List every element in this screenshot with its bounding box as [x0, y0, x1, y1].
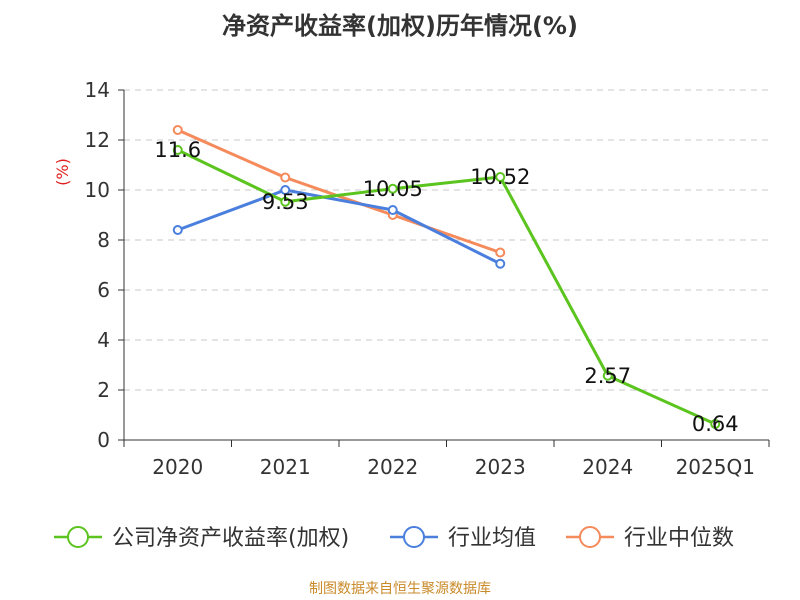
- data-point: [280, 185, 291, 195]
- x-tick-label: 2021: [260, 455, 311, 479]
- data-label: 10.52: [470, 165, 530, 189]
- y-tick-label: 6: [97, 278, 110, 302]
- data-label: 0.64: [692, 412, 739, 436]
- legend-label: 公司净资产收益率(加权): [112, 526, 349, 551]
- data-label: 2.57: [584, 364, 631, 388]
- data-point: [387, 205, 398, 215]
- chart-title: 净资产收益率(加权)历年情况(%): [222, 12, 578, 40]
- data-point: [172, 125, 183, 135]
- series-layer: [172, 125, 721, 429]
- data-labels: 11.6 9.53 10.05 10.52 2.57 0.64: [154, 138, 738, 436]
- source-note: 制图数据来自恒生聚源数据库: [309, 581, 491, 597]
- data-label: 9.53: [262, 190, 309, 214]
- series-line: [177, 148, 716, 426]
- legend-marker-circle: [67, 526, 89, 548]
- legend-label: 行业中位数: [624, 526, 734, 551]
- legend: 公司净资产收益率(加权) 行业均值 行业中位数: [54, 526, 734, 551]
- data-point: [172, 225, 183, 235]
- x-tick-label: 2022: [367, 455, 418, 479]
- series-line: [177, 128, 501, 254]
- x-tick-label: 2023: [475, 455, 526, 479]
- data-point: [495, 258, 506, 269]
- y-tick-label: 8: [97, 228, 110, 252]
- x-tick-label: 2024: [582, 455, 633, 479]
- legend-label: 行业均值: [448, 526, 536, 551]
- y-tick-label: 12: [85, 128, 110, 152]
- y-tick-label: 2: [97, 378, 110, 402]
- series-line: [177, 188, 501, 266]
- data-point: [495, 172, 506, 182]
- legend-marker-circle: [579, 526, 601, 548]
- data-point: [172, 145, 183, 155]
- y-tick-label: 0: [97, 428, 110, 452]
- x-tick-label: 2020: [152, 455, 203, 479]
- grid-lines: [124, 89, 769, 391]
- data-label: 11.6: [154, 138, 201, 162]
- data-label: 10.05: [363, 177, 423, 201]
- y-axis-label: (%): [53, 158, 72, 186]
- y-tick-label: 4: [97, 328, 110, 352]
- y-tick-label: 10: [85, 178, 110, 202]
- y-tick-label: 14: [85, 78, 110, 102]
- data-point: [280, 172, 291, 183]
- data-point: [280, 196, 291, 207]
- axes: 0 2 4 6 8 10 12 14 2020 2021 2022 2023 2024 2025Q1 (%): [53, 78, 770, 479]
- data-point: [602, 370, 613, 381]
- data-point: [495, 247, 506, 258]
- data-point: [710, 419, 721, 429]
- x-tick-label: 2025Q1: [676, 455, 755, 479]
- data-point: [387, 183, 398, 194]
- legend-marker-circle: [403, 526, 425, 548]
